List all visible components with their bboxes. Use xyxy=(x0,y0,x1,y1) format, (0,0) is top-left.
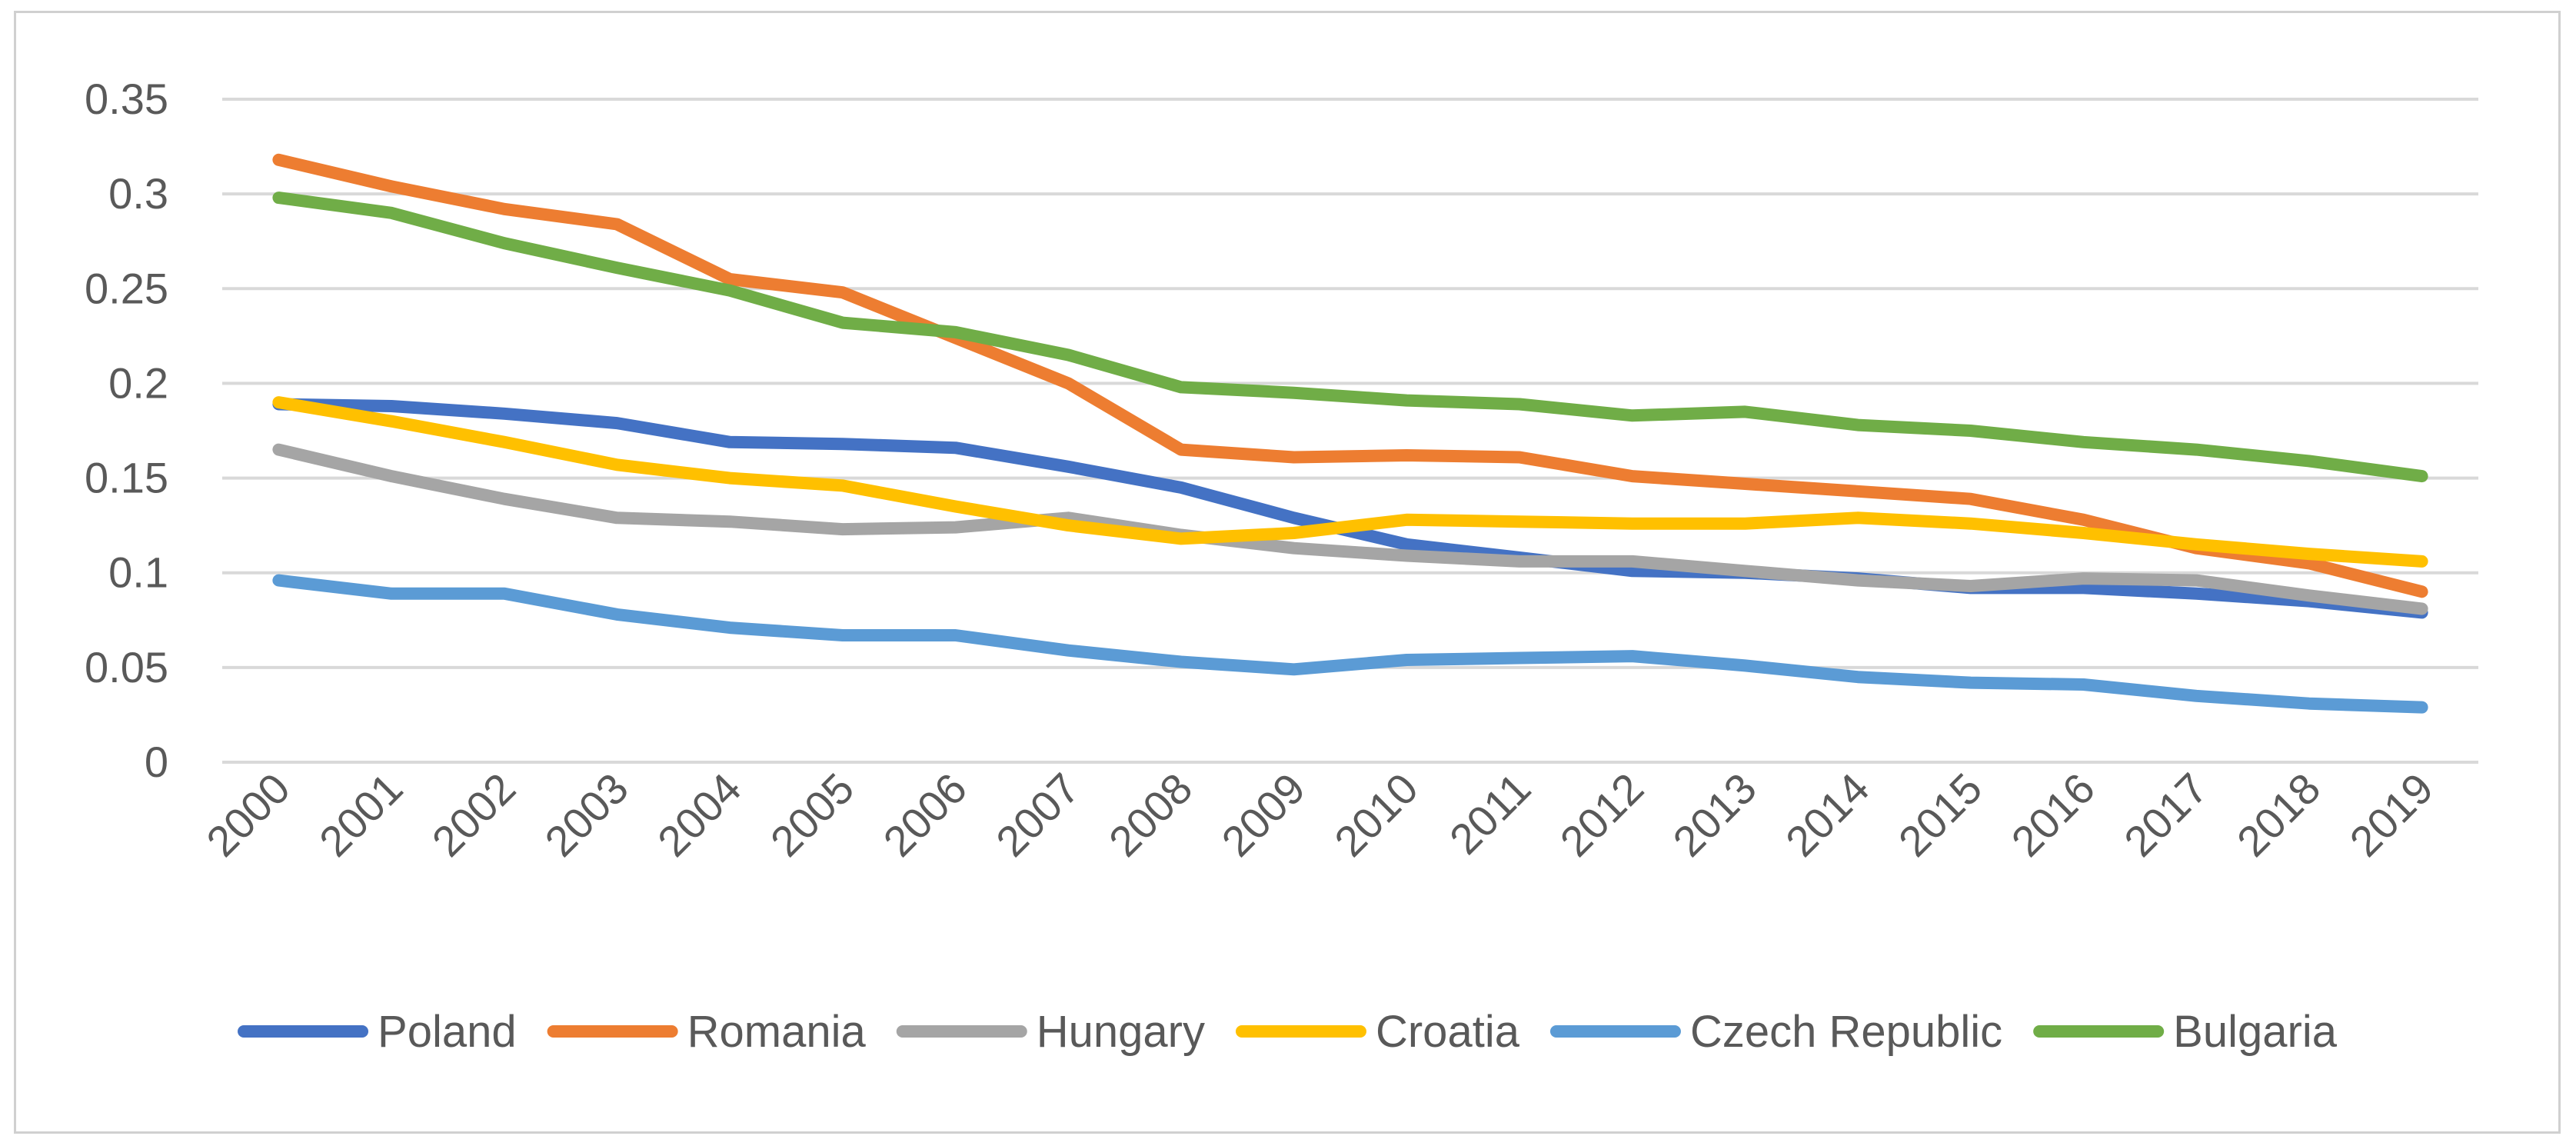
x-tick-label: 2011 xyxy=(1440,764,1540,864)
gridlines xyxy=(222,98,2478,764)
series-lines xyxy=(272,153,2428,714)
x-tick-label: 2004 xyxy=(648,764,751,866)
legend-label-romania: Romania xyxy=(687,1007,867,1057)
line-chart: 00.050.10.150.20.250.30.35 2000 2001 2002 2… xyxy=(85,75,2478,1057)
y-tick-label: 0.3 xyxy=(108,169,168,218)
series-line-czech-republic xyxy=(272,574,2428,714)
x-tick-label: 2013 xyxy=(1663,764,1766,866)
series-line-croatia xyxy=(272,396,2428,568)
y-tick-label: 0 xyxy=(145,738,168,786)
x-tick-label: 2009 xyxy=(1212,764,1314,866)
x-tick-label: 2001 xyxy=(310,764,412,866)
chart-frame: 0 0.05 0.1 0.15 0.2 0.25 0.3 0.35 2000 2001 2002 2… xyxy=(14,11,2561,1134)
x-tick-label: 2010 xyxy=(1325,764,1427,866)
x-tick-label: 2007 xyxy=(987,764,1089,866)
series-line-bulgaria xyxy=(272,192,2428,483)
y-axis-ticks: 0 0.05 0.1 0.15 0.2 0.25 0.3 0.35 xyxy=(85,75,168,786)
x-tick-label: 2012 xyxy=(1551,764,1653,866)
series-line-hungary xyxy=(272,443,2428,615)
x-axis-ticks: 2000 2001 2002 2003 2004 2005 2006 2007 2008 2009… xyxy=(197,764,2442,866)
x-tick-label: 2018 xyxy=(2228,764,2330,866)
x-tick-label: 2002 xyxy=(423,764,525,866)
series-line-romania xyxy=(272,153,2428,598)
legend: Poland Romania Hungary Croatia Czech Republi… xyxy=(238,1007,2338,1057)
x-tick-label: 2000 xyxy=(197,764,299,866)
x-tick-label: 2006 xyxy=(874,764,976,866)
legend-label-poland: Poland xyxy=(378,1007,517,1057)
x-tick-label: 2014 xyxy=(1776,764,1879,866)
y-tick-label: 0.05 xyxy=(85,643,168,691)
y-tick-label: 0.25 xyxy=(85,264,168,312)
legend-label-bulgaria: Bulgaria xyxy=(2173,1007,2338,1057)
x-tick-label: 2008 xyxy=(1100,764,1202,866)
x-tick-label: 2019 xyxy=(2340,764,2442,866)
x-tick-label: 2017 xyxy=(2115,764,2217,866)
legend-label-croatia: Croatia xyxy=(1376,1007,1520,1057)
x-tick-label: 2016 xyxy=(2002,764,2104,866)
x-tick-label: 2003 xyxy=(535,764,637,866)
x-tick-label: 2015 xyxy=(1889,764,1992,866)
y-tick-label: 0.15 xyxy=(85,454,168,502)
y-tick-label: 0.2 xyxy=(108,358,168,407)
legend-label-hungary: Hungary xyxy=(1037,1007,1205,1057)
legend-label-czech-republic: Czech Republic xyxy=(1690,1007,2002,1057)
x-tick-label: 2005 xyxy=(761,764,864,866)
y-tick-label: 0.35 xyxy=(85,75,168,123)
y-tick-label: 0.1 xyxy=(108,548,168,597)
